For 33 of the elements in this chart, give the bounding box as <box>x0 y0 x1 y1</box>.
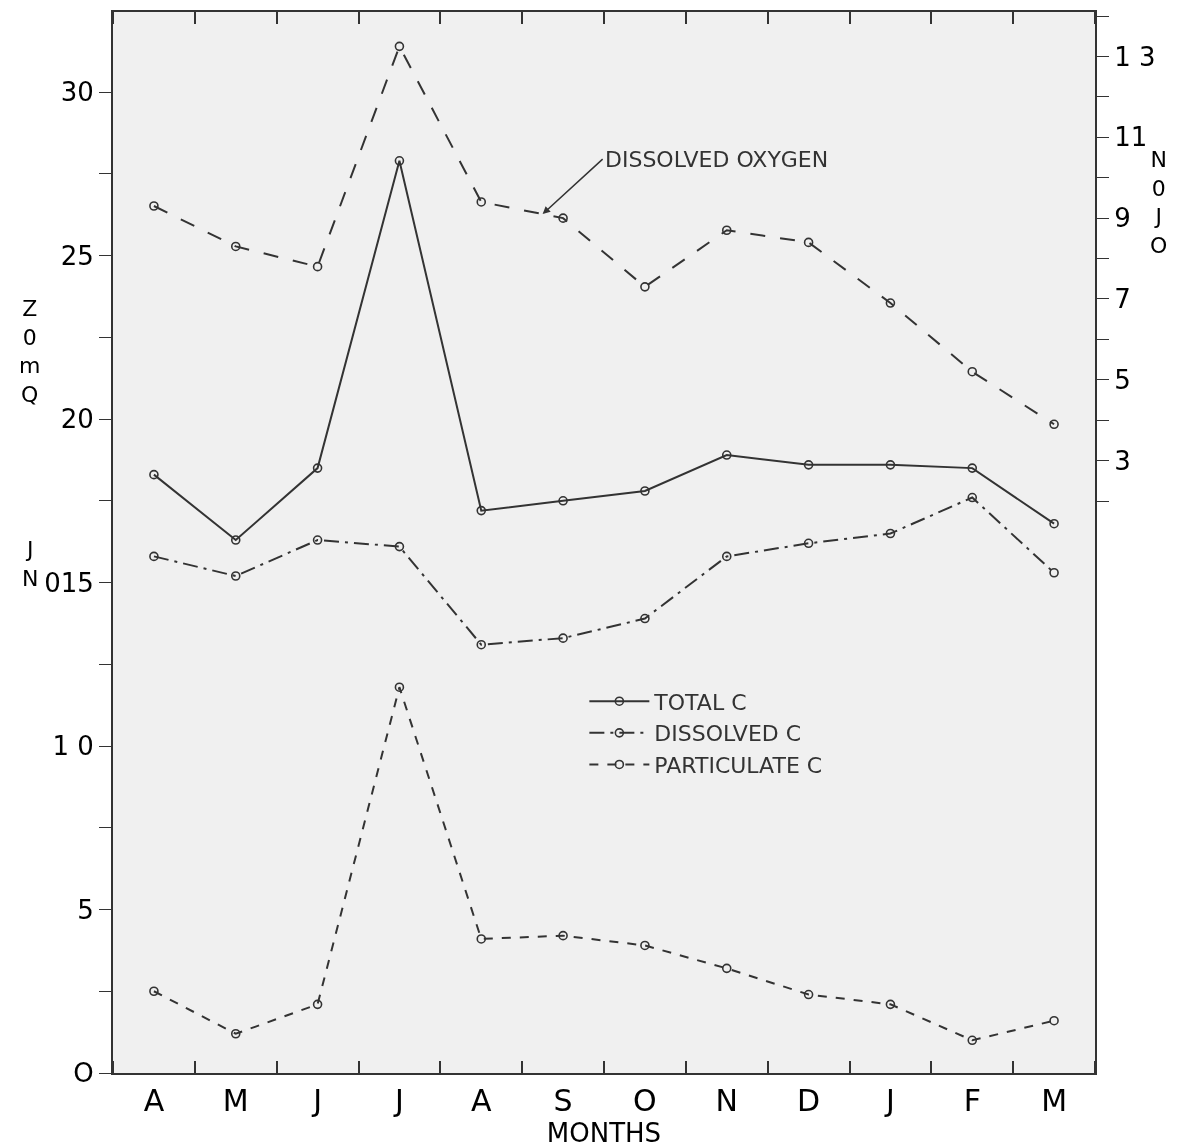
y-tick-label: 5 <box>77 894 94 925</box>
y2-tick-label: 11 <box>1114 122 1148 153</box>
x-tick-label: S <box>553 1083 573 1118</box>
y-tick-label: 1 0 <box>52 731 94 762</box>
y-tick-label: 20 <box>60 404 94 435</box>
x-tick-label: O <box>633 1083 657 1118</box>
y2-tick-label: 3 <box>1114 445 1131 476</box>
legend-label: DISSOLVED C <box>654 721 802 747</box>
x-tick-label: A <box>470 1083 492 1118</box>
x-tick-label: J <box>311 1083 323 1118</box>
y-tick-label: 25 <box>60 240 94 271</box>
text: JN <box>22 537 39 591</box>
text: N0JO <box>1150 147 1168 258</box>
y2-tick-label: 1 3 <box>1114 41 1156 72</box>
text: DISSOLVED OXYGEN <box>605 147 829 172</box>
legend-label: TOTAL C <box>653 689 747 715</box>
y2-tick-label: 7 <box>1114 284 1131 315</box>
x-tick-label: J <box>883 1083 895 1118</box>
x-tick-label: M <box>1041 1083 1068 1118</box>
x-tick-label: A <box>143 1083 165 1118</box>
x-tick-label: M <box>222 1083 249 1118</box>
text: Z0mQ <box>19 296 41 407</box>
x-tick-label: J <box>392 1083 404 1118</box>
x-tick-label: D <box>797 1083 821 1118</box>
legend-label: PARTICULATE C <box>654 753 823 779</box>
y2-tick-label: 5 <box>1114 364 1131 395</box>
y-tick-label: 30 <box>60 77 94 108</box>
x-axis-title: MONTHS <box>546 1118 662 1148</box>
x-tick-label: N <box>715 1083 738 1118</box>
y-tick-label: 015 <box>44 567 94 598</box>
y2-tick-label: 9 <box>1114 203 1131 234</box>
y-tick-label: O <box>73 1058 94 1089</box>
x-tick-label: F <box>963 1083 981 1118</box>
